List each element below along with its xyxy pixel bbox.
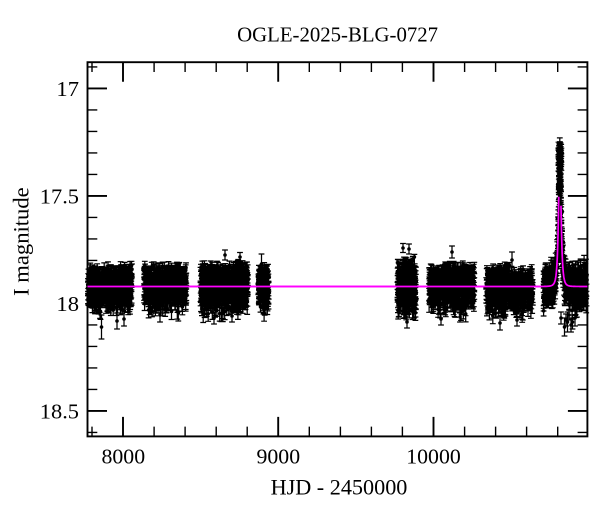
svg-text:10000: 10000	[406, 444, 461, 468]
svg-text:18.5: 18.5	[40, 399, 79, 423]
svg-text:18: 18	[56, 292, 79, 316]
svg-text:8000: 8000	[102, 444, 146, 468]
svg-text:I magnitude: I magnitude	[8, 187, 33, 296]
svg-text:17: 17	[56, 77, 79, 101]
svg-text:HJD - 2450000: HJD - 2450000	[271, 475, 408, 500]
svg-text:17.5: 17.5	[40, 184, 79, 208]
svg-text:OGLE-2025-BLG-0727: OGLE-2025-BLG-0727	[237, 24, 438, 47]
svg-text:9000: 9000	[257, 444, 301, 468]
